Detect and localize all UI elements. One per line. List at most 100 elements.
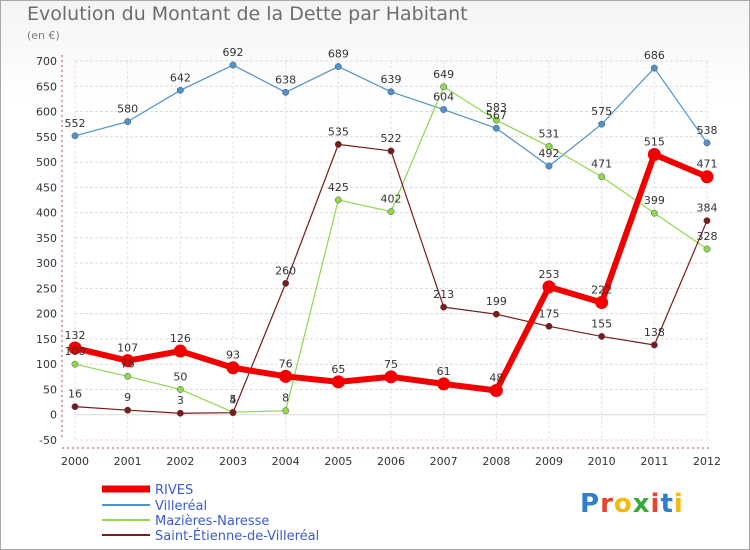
data-point: [282, 407, 290, 415]
data-point: [387, 88, 395, 96]
data-point: [703, 217, 711, 225]
proxiti-logo: Proxiti: [580, 489, 684, 519]
legend-label: Villeréal: [155, 499, 207, 514]
y-tick-label: 0: [50, 409, 57, 422]
data-label: 199: [486, 295, 507, 308]
legend: RIVESVilleréalMazières-NaresseSaint-Étie…: [102, 483, 319, 544]
y-tick-label: -50: [39, 434, 57, 447]
data-label: 604: [433, 91, 454, 104]
data-point: [647, 147, 661, 161]
x-tick-label: 2008: [482, 455, 510, 468]
data-label: 531: [539, 127, 560, 140]
x-tick-label: 2006: [377, 455, 405, 468]
data-point: [176, 86, 184, 94]
y-tick-label: 350: [36, 232, 57, 245]
data-label: 535: [328, 125, 349, 138]
data-label: 402: [381, 193, 402, 206]
y-tick-label: 50: [43, 383, 57, 396]
logo-letter: P: [580, 489, 601, 519]
data-point: [598, 120, 606, 128]
data-point: [545, 162, 553, 170]
data-point: [282, 279, 290, 287]
data-point: [387, 147, 395, 155]
data-point: [121, 354, 135, 368]
data-label: 384: [697, 202, 718, 215]
data-label: 399: [644, 194, 665, 207]
data-point: [387, 208, 395, 216]
series-layer: [68, 61, 714, 417]
x-tick-label: 2002: [166, 455, 194, 468]
x-tick-label: 2003: [219, 455, 247, 468]
y-tick-label: 450: [36, 181, 57, 194]
data-label: 686: [644, 49, 665, 62]
y-tick-label: 200: [36, 308, 57, 321]
data-label: 538: [697, 124, 718, 137]
data-point: [229, 61, 237, 69]
data-point: [492, 116, 500, 124]
chart-title: Evolution du Montant de la Dette par Hab…: [27, 3, 468, 25]
data-point: [650, 209, 658, 217]
data-point: [334, 196, 342, 204]
legend-label: Mazières-Naresse: [155, 514, 269, 529]
data-label: 48: [489, 371, 503, 384]
data-point: [440, 303, 448, 311]
x-tick-label: 2007: [430, 455, 458, 468]
data-label: 65: [331, 363, 345, 376]
data-point: [489, 383, 503, 397]
data-label: 522: [381, 132, 402, 145]
data-label: 175: [539, 307, 560, 320]
y-tick-label: 100: [36, 358, 57, 371]
data-point: [279, 369, 293, 383]
y-tick-label: 250: [36, 282, 57, 295]
data-label: 3: [177, 394, 184, 407]
data-point: [331, 375, 345, 389]
x-tick-label: 2004: [272, 455, 300, 468]
x-tick-label: 2001: [114, 455, 142, 468]
data-point: [492, 124, 500, 132]
data-point: [282, 88, 290, 96]
y-tick-label: 650: [36, 80, 57, 93]
data-label: 649: [433, 68, 454, 81]
data-label: 126: [170, 332, 191, 345]
y-tick-label: 500: [36, 156, 57, 169]
legend-label: RIVES: [155, 483, 193, 498]
data-label: 567: [486, 109, 507, 122]
data-point: [334, 140, 342, 148]
y-tick-label: 700: [36, 55, 57, 68]
logo-letter: o: [613, 489, 633, 519]
x-tick-label: 2012: [693, 455, 721, 468]
data-point: [71, 132, 79, 140]
data-label: 5: [230, 393, 237, 406]
data-label: 642: [170, 71, 191, 84]
data-label: 222: [591, 284, 612, 297]
data-point: [703, 139, 711, 147]
data-point: [437, 377, 451, 391]
y-tick-label: 400: [36, 207, 57, 220]
logo-letter: r: [600, 489, 614, 519]
data-point: [384, 370, 398, 384]
data-label: 61: [437, 365, 451, 378]
logo-letter: t: [660, 489, 674, 519]
data-point: [595, 296, 609, 310]
data-point: [440, 106, 448, 113]
data-label: 471: [697, 158, 718, 171]
logo-letter: x: [632, 489, 651, 519]
data-point: [226, 361, 240, 375]
data-label: 471: [591, 158, 612, 171]
data-label: 132: [65, 329, 86, 342]
data-label: 107: [117, 342, 138, 355]
y-tick-label: 150: [36, 333, 57, 346]
data-point: [492, 310, 500, 318]
data-point: [334, 63, 342, 71]
data-label: 93: [226, 349, 240, 362]
data-label: 575: [591, 105, 612, 118]
data-label: 639: [381, 73, 402, 86]
data-label: 100: [65, 345, 86, 358]
logo-letter: i: [673, 489, 684, 519]
data-point: [176, 386, 184, 393]
data-point: [68, 341, 82, 355]
logo-letter: i: [650, 489, 661, 519]
data-label: 4: [230, 394, 237, 407]
